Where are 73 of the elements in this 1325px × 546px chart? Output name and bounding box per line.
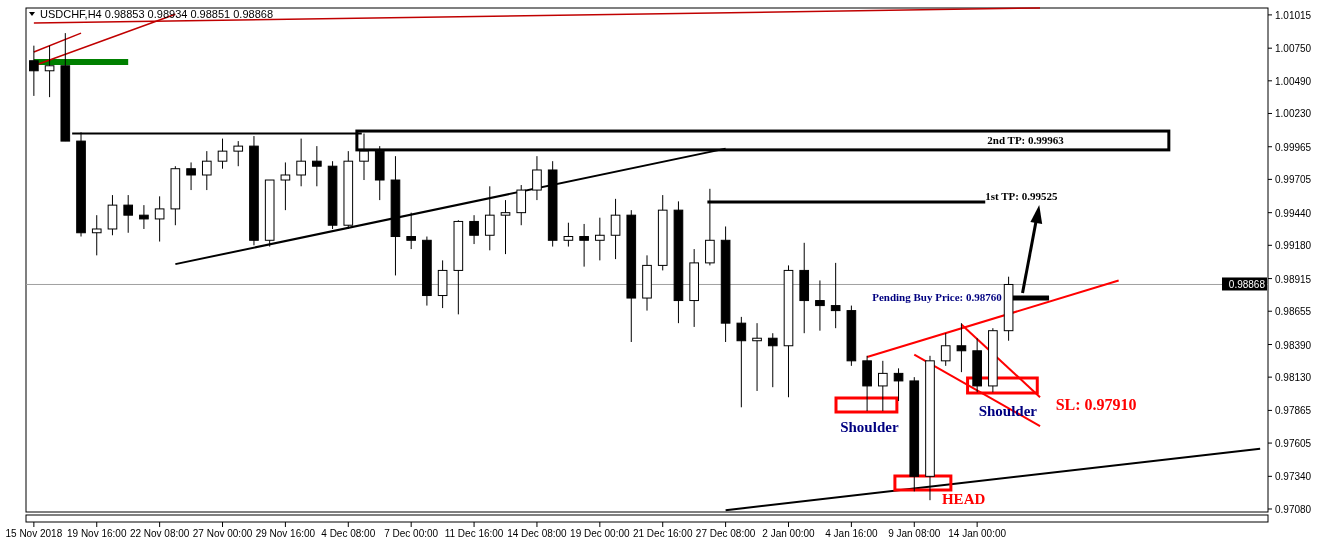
- x-tick-label: 27 Nov 00:00: [192, 528, 253, 539]
- candlestick: [516, 184, 527, 226]
- annotation: Shoulder: [840, 419, 899, 435]
- y-tick-label: 0.99965: [1275, 141, 1312, 153]
- x-tick-label: 4 Dec 08:00: [321, 528, 376, 539]
- annotation: SL: 0.97910: [1055, 396, 1137, 413]
- x-tick-label: 21 Dec 16:00: [632, 528, 693, 539]
- x-tick-label: 4 Jan 16:00: [825, 528, 878, 539]
- candlestick: [956, 322, 967, 373]
- candlestick: [91, 214, 102, 256]
- candlestick: [44, 45, 55, 98]
- chart-title: USDCHF,H4 0.98853 0.98934 0.98851 0.98868: [40, 8, 274, 20]
- y-tick-label: 1.01015: [1275, 9, 1312, 21]
- candlestick: [736, 316, 747, 408]
- candlestick: [280, 161, 291, 211]
- y-tick-label: 0.97865: [1275, 405, 1312, 417]
- candlestick: [217, 138, 228, 170]
- candlestick: [469, 214, 479, 245]
- annotation: HEAD: [941, 491, 986, 507]
- x-tick-label: 27 Dec 08:00: [695, 528, 756, 539]
- x-tick-label: 2 Jan 00:00: [762, 528, 816, 539]
- x-tick-label: 22 Nov 08:00: [129, 528, 190, 539]
- candlestick: [815, 279, 825, 332]
- x-tick-label: 19 Nov 16:00: [67, 528, 127, 539]
- y-tick-label: 0.98390: [1275, 339, 1312, 351]
- y-tick-label: 0.98915: [1275, 273, 1312, 285]
- candlestick: [752, 322, 762, 392]
- candlestick: [893, 367, 904, 402]
- candlestick: [186, 161, 196, 191]
- candlestick: [312, 145, 322, 187]
- candlestick: [139, 204, 149, 230]
- ref-line-label: 0.98868: [1228, 279, 1266, 291]
- x-tick-label: 9 Jan 08:00: [888, 528, 941, 539]
- ref-line-label: Pending Buy Price: 0.98760: [872, 291, 1003, 304]
- y-tick-label: 1.00750: [1275, 43, 1312, 55]
- y-tick-label: 1.00230: [1275, 108, 1312, 120]
- ref-line-label: 1st TP: 0.99525: [985, 189, 1058, 202]
- candlestick: [579, 223, 589, 268]
- candlestick: [878, 360, 888, 412]
- candlestick: [563, 222, 574, 248]
- candlestick: [296, 138, 306, 187]
- candlestick: [29, 45, 39, 97]
- x-tick-label: 14 Dec 08:00: [507, 528, 568, 539]
- x-tick-label: 14 Jan 00:00: [948, 528, 1007, 539]
- candlestick: [500, 199, 511, 255]
- candlestick: [595, 217, 605, 261]
- y-tick-label: 0.97340: [1275, 471, 1312, 483]
- x-tick-label: 7 Dec 00:00: [384, 528, 439, 539]
- x-tick-label: 29 Nov 16:00: [255, 528, 316, 539]
- y-tick-label: 0.98655: [1275, 306, 1312, 318]
- y-tick-label: 0.98130: [1275, 372, 1312, 384]
- y-tick-label: 0.99180: [1275, 240, 1312, 252]
- y-tick-label: 0.99705: [1275, 174, 1312, 186]
- candlestick: [233, 140, 244, 167]
- band-label: 2nd TP: 0.99963: [987, 134, 1065, 147]
- candlestick: [123, 194, 134, 234]
- x-tick-label: 19 Dec 00:00: [570, 528, 631, 539]
- candlestick: [406, 212, 416, 250]
- y-tick-label: 0.99440: [1275, 207, 1312, 219]
- x-tick-label: 11 Dec 16:00: [444, 528, 504, 539]
- x-tick-label: 15 Nov 2018: [5, 528, 63, 539]
- candlestick: [767, 332, 778, 388]
- y-tick-label: 0.97080: [1275, 503, 1312, 515]
- y-tick-label: 1.00490: [1275, 75, 1312, 87]
- candlestick: [532, 155, 542, 201]
- candlestick: [107, 194, 118, 236]
- candlestick: [484, 185, 495, 251]
- candlestick: [830, 262, 841, 329]
- candlestick: [154, 195, 165, 243]
- candlestick: [940, 332, 951, 367]
- candlestick: [201, 150, 212, 191]
- y-tick-label: 0.97605: [1275, 438, 1312, 450]
- candlestick: [610, 198, 621, 260]
